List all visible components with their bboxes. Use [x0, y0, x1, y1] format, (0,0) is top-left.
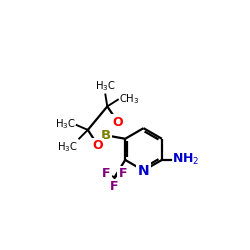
- Text: H$_3$C: H$_3$C: [55, 118, 76, 132]
- Text: B: B: [101, 129, 111, 142]
- Text: O: O: [112, 116, 123, 129]
- Text: F: F: [102, 167, 111, 180]
- Text: CH$_3$: CH$_3$: [119, 92, 139, 106]
- Text: F: F: [110, 180, 118, 193]
- Text: H$_3$C: H$_3$C: [58, 140, 78, 154]
- Text: H$_3$C: H$_3$C: [95, 79, 116, 93]
- Text: O: O: [92, 139, 103, 152]
- Text: NH$_2$: NH$_2$: [172, 152, 200, 168]
- Text: F: F: [118, 166, 127, 179]
- Text: N: N: [138, 164, 149, 177]
